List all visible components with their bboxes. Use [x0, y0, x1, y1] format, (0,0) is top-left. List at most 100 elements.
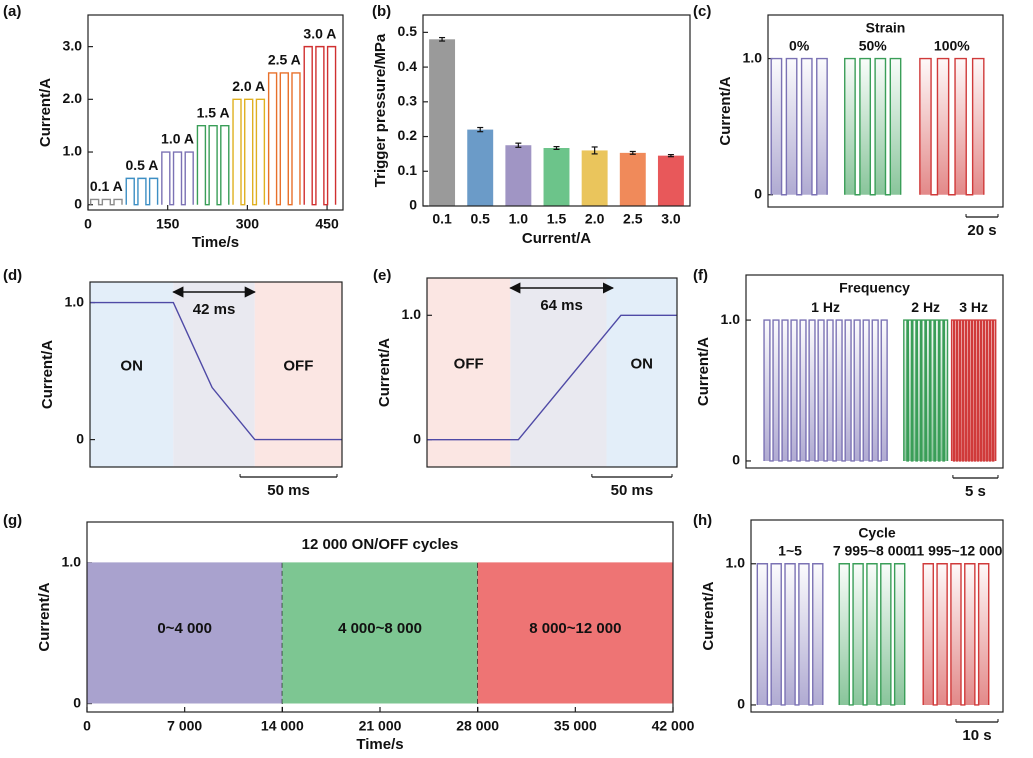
- area-fill: [477, 562, 673, 704]
- plot-frame: [86, 521, 674, 713]
- series-label: 50%: [859, 37, 888, 53]
- panel-label: (b): [372, 3, 391, 20]
- x-tick-label: 0: [83, 718, 91, 734]
- y-tick-label: 1.0: [721, 311, 741, 327]
- series-label: 4 000~8 000: [338, 620, 422, 637]
- series-label: 3 Hz: [959, 299, 988, 315]
- x-tick-label: 0.1: [432, 211, 452, 227]
- span: [427, 278, 511, 467]
- scale-bar-label: 10 s: [962, 727, 991, 744]
- duration-label: 64 ms: [540, 297, 583, 314]
- line: [232, 98, 266, 206]
- pulse-fill: [757, 563, 823, 705]
- series-label: 2 Hz: [911, 299, 940, 315]
- y-tick-label: 0: [732, 452, 740, 468]
- y-axis-label: Current/A: [717, 76, 734, 145]
- series-label: 1.0 A: [161, 131, 194, 147]
- series-label: 100%: [934, 37, 970, 53]
- pulse-fill: [903, 320, 948, 461]
- series-label: 8 000~12 000: [529, 620, 621, 637]
- x-tick-label: 21 000: [359, 718, 402, 734]
- panel-title: 12 000 ON/OFF cycles: [302, 536, 459, 553]
- x-tick-label: 0.5: [470, 211, 490, 227]
- pulse-fill: [951, 320, 996, 461]
- y-tick-label: 0: [737, 696, 745, 712]
- scale-bar-label: 50 ms: [611, 482, 654, 499]
- panel-label: (d): [3, 267, 22, 284]
- series-label: 2.5 A: [268, 52, 301, 68]
- span: [173, 282, 255, 467]
- line: [838, 563, 906, 706]
- span: [90, 282, 174, 467]
- line: [922, 563, 990, 706]
- y-tick-label: 1.0: [62, 554, 82, 570]
- panel-label: (h): [693, 512, 712, 529]
- plot-frame: [89, 281, 343, 468]
- y-tick-label: 1.0: [63, 143, 83, 159]
- bar: [505, 145, 532, 206]
- y-tick-label: 0.2: [398, 127, 418, 143]
- pulse-fill: [771, 58, 828, 195]
- scale-bar-label: 5 s: [965, 483, 986, 500]
- y-tick-label: 2.0: [63, 90, 83, 106]
- line: [844, 57, 902, 196]
- x-tick-label: 300: [236, 216, 260, 232]
- x-tick-label: 1.0: [509, 211, 529, 227]
- span: [254, 282, 342, 467]
- x-tick-label: 2.5: [623, 211, 643, 227]
- y-tick-label: 1.0: [65, 293, 85, 309]
- y-axis-label: Current/A: [39, 340, 56, 409]
- pulse-fill: [839, 563, 905, 705]
- span-label: OFF: [454, 355, 484, 372]
- pulse-fill: [919, 58, 984, 195]
- series-label: 0%: [789, 37, 810, 53]
- plot-frame: [87, 14, 344, 211]
- y-tick-label: 1.0: [402, 306, 422, 322]
- bar: [543, 148, 570, 206]
- line: [89, 198, 123, 206]
- line: [427, 314, 677, 441]
- line: [125, 177, 159, 206]
- bar: [467, 129, 494, 206]
- y-axis-label: Current/A: [36, 582, 53, 651]
- bar: [657, 155, 684, 206]
- series-label: 7 995~8 000: [833, 542, 911, 558]
- line: [919, 57, 985, 196]
- y-tick-label: 0.1: [398, 162, 418, 178]
- span: [510, 278, 607, 467]
- pulse-fill: [764, 320, 888, 461]
- y-axis-label: Current/A: [376, 338, 393, 407]
- x-tick-label: 42 000: [652, 718, 695, 734]
- x-tick-label: 2.0: [585, 211, 605, 227]
- line: [303, 45, 337, 206]
- series-label: 1 Hz: [811, 299, 840, 315]
- plot-frame: [767, 14, 1004, 208]
- bar: [619, 152, 646, 206]
- y-tick-label: 3.0: [63, 37, 83, 53]
- y-tick-label: 0: [413, 430, 421, 446]
- x-tick-label: 14 000: [261, 718, 304, 734]
- series-label: 0.5 A: [125, 157, 158, 173]
- series-label: 0.1 A: [90, 178, 123, 194]
- y-axis-label: Current/A: [700, 581, 717, 650]
- line: [756, 563, 824, 706]
- plot-frame: [745, 274, 1004, 469]
- panel-label: (f): [693, 267, 708, 284]
- panel-label: (c): [693, 3, 711, 20]
- y-tick-label: 0: [74, 195, 82, 211]
- y-tick-label: 1.0: [743, 49, 763, 65]
- series-label: 1.5 A: [197, 104, 230, 120]
- line: [267, 72, 301, 206]
- line: [903, 319, 949, 462]
- x-axis-label: Time/s: [192, 234, 239, 251]
- x-tick-label: 3.0: [661, 211, 681, 227]
- y-tick-label: 0: [409, 197, 417, 213]
- area-fill: [87, 562, 283, 704]
- x-tick-label: 35 000: [554, 718, 597, 734]
- pulse-fill: [844, 58, 901, 195]
- x-tick-label: 150: [156, 216, 180, 232]
- y-tick-label: 0: [76, 430, 84, 446]
- line: [950, 319, 997, 462]
- y-tick-label: 0: [754, 185, 762, 201]
